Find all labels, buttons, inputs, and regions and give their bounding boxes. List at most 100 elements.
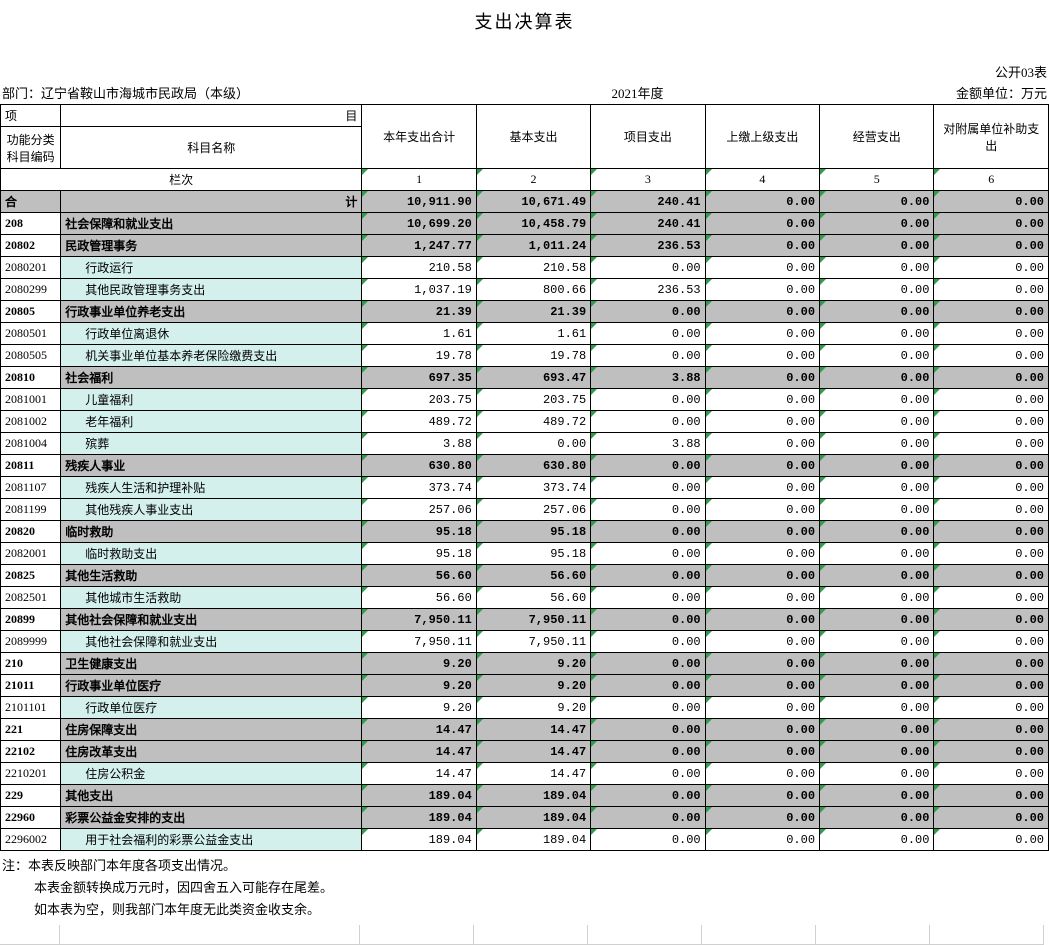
hdr-subj-name: 科目名称: [61, 127, 362, 169]
row-name: 卫生健康支出: [61, 653, 362, 675]
hdr-n3: 3: [591, 169, 705, 191]
note-3: 如本表为空，则我部门本年度无此类资金收支余。: [2, 899, 1047, 921]
row-value: 56.60: [362, 587, 476, 609]
total-row: 合 计 10,911.90 10,671.49 240.41 0.00 0.00…: [1, 191, 1049, 213]
row-value: 0.00: [820, 807, 934, 829]
row-value: 0.00: [705, 697, 819, 719]
row-value: 0.00: [820, 323, 934, 345]
row-value: 7,950.11: [476, 609, 590, 631]
row-value: 9.20: [476, 697, 590, 719]
row-code: 221: [1, 719, 61, 741]
hdr-lanci: 栏次: [1, 169, 362, 191]
hdr-n6: 6: [934, 169, 1049, 191]
row-value: 0.00: [705, 719, 819, 741]
row-value: 373.74: [476, 477, 590, 499]
row-value: 210.58: [476, 257, 590, 279]
row-value: 189.04: [362, 829, 476, 851]
row-value: 0.00: [820, 565, 934, 587]
row-value: 0.00: [820, 499, 934, 521]
row-value: 0.00: [591, 411, 705, 433]
row-value: 0.00: [820, 411, 934, 433]
row-value: 0.00: [934, 587, 1049, 609]
row-value: 3.88: [591, 433, 705, 455]
row-code: 2081004: [1, 433, 61, 455]
dept-label: 部门：辽宁省鞍山市海城市民政局（本级）: [2, 83, 249, 102]
table-row: 20802民政管理事务1,247.771,011.24236.530.000.0…: [1, 235, 1049, 257]
row-value: 0.00: [591, 807, 705, 829]
row-value: 10,699.20: [362, 213, 476, 235]
table-row: 2081001儿童福利203.75203.750.000.000.000.00: [1, 389, 1049, 411]
row-value: 0.00: [934, 345, 1049, 367]
row-value: 0.00: [820, 543, 934, 565]
row-value: 0.00: [934, 807, 1049, 829]
row-value: 0.00: [934, 697, 1049, 719]
row-code: 22960: [1, 807, 61, 829]
row-value: 56.60: [362, 565, 476, 587]
row-value: 189.04: [362, 807, 476, 829]
row-name: 殡葬: [61, 433, 362, 455]
row-value: 19.78: [362, 345, 476, 367]
unit-label: 金额单位：万元: [956, 83, 1047, 102]
row-value: 21.39: [476, 301, 590, 323]
row-value: 0.00: [705, 785, 819, 807]
row-value: 0.00: [820, 675, 934, 697]
row-value: 9.20: [362, 697, 476, 719]
hdr-col-1: 本年支出合计: [362, 105, 476, 169]
row-name: 行政事业单位养老支出: [61, 301, 362, 323]
row-value: 95.18: [476, 543, 590, 565]
row-code: 2080505: [1, 345, 61, 367]
hdr-n1: 1: [362, 169, 476, 191]
row-value: 189.04: [476, 785, 590, 807]
row-value: 19.78: [476, 345, 590, 367]
row-value: 0.00: [705, 609, 819, 631]
table-row: 20811残疾人事业630.80630.800.000.000.000.00: [1, 455, 1049, 477]
hdr-col-5: 经营支出: [820, 105, 934, 169]
row-value: 3.88: [591, 367, 705, 389]
row-value: 0.00: [820, 455, 934, 477]
table-row: 20805行政事业单位养老支出21.3921.390.000.000.000.0…: [1, 301, 1049, 323]
table-row: 2080201行政运行210.58210.580.000.000.000.00: [1, 257, 1049, 279]
row-value: 189.04: [476, 807, 590, 829]
table-row: 2081004殡葬3.880.003.880.000.000.00: [1, 433, 1049, 455]
row-value: 0.00: [591, 609, 705, 631]
row-value: 0.00: [705, 565, 819, 587]
table-row: 2081199其他残疾人事业支出257.06257.060.000.000.00…: [1, 499, 1049, 521]
row-value: 0.00: [591, 741, 705, 763]
row-name: 其他社会保障和就业支出: [61, 631, 362, 653]
row-value: 95.18: [362, 543, 476, 565]
row-value: 0.00: [820, 631, 934, 653]
row-value: 0.00: [591, 455, 705, 477]
row-code: 2081199: [1, 499, 61, 521]
row-value: 0.00: [705, 631, 819, 653]
row-name: 其他社会保障和就业支出: [61, 609, 362, 631]
row-value: 0.00: [705, 653, 819, 675]
row-value: 0.00: [705, 301, 819, 323]
row-value: 9.20: [476, 675, 590, 697]
table-row: 2081002老年福利489.72489.720.000.000.000.00: [1, 411, 1049, 433]
row-value: 0.00: [705, 587, 819, 609]
row-value: 56.60: [476, 587, 590, 609]
row-value: 21.39: [362, 301, 476, 323]
table-row: 221住房保障支出14.4714.470.000.000.000.00: [1, 719, 1049, 741]
row-value: 210.58: [362, 257, 476, 279]
row-code: 208: [1, 213, 61, 235]
row-value: 0.00: [934, 257, 1049, 279]
empty-grid-row: [0, 925, 1049, 945]
row-code: 21011: [1, 675, 61, 697]
row-value: 1.61: [362, 323, 476, 345]
row-value: 189.04: [362, 785, 476, 807]
row-code: 2081001: [1, 389, 61, 411]
row-value: 0.00: [934, 279, 1049, 301]
row-name: 行政运行: [61, 257, 362, 279]
row-value: 0.00: [934, 543, 1049, 565]
row-code: 2101101: [1, 697, 61, 719]
row-code: 210: [1, 653, 61, 675]
row-value: 14.47: [362, 741, 476, 763]
row-code: 2296002: [1, 829, 61, 851]
row-value: 0.00: [820, 345, 934, 367]
row-code: 2080201: [1, 257, 61, 279]
row-value: 0.00: [705, 675, 819, 697]
row-name: 其他城市生活救助: [61, 587, 362, 609]
row-value: 0.00: [705, 345, 819, 367]
row-value: 0.00: [591, 631, 705, 653]
